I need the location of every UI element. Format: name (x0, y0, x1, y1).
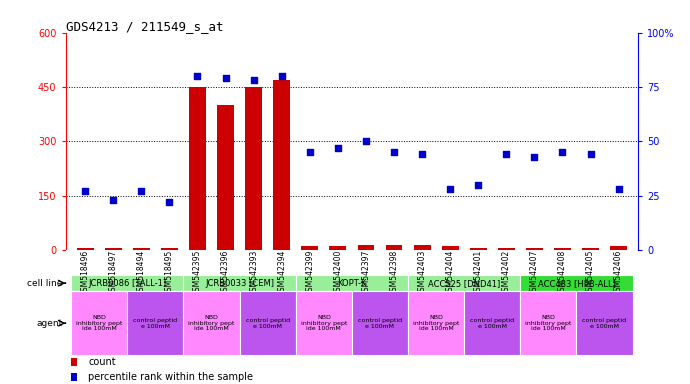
Bar (105, 248, 121, 250)
Bar (464, 291, 520, 356)
Bar (296, 275, 408, 291)
Text: ACC525 [DND41]: ACC525 [DND41] (428, 279, 500, 288)
Text: JCRB0086 [TALL-1]: JCRB0086 [TALL-1] (88, 279, 166, 288)
Bar (414, 245, 431, 250)
Bar (71, 358, 77, 366)
Bar (77, 248, 94, 250)
Point (613, 186, 624, 192)
Point (333, 145, 344, 151)
Bar (161, 248, 178, 250)
Point (136, 188, 147, 194)
Bar (352, 291, 408, 356)
Bar (71, 291, 128, 356)
Bar (357, 245, 375, 250)
Bar (520, 275, 633, 291)
Text: GSM518494: GSM518494 (137, 250, 146, 296)
Bar (386, 245, 402, 250)
Bar (576, 291, 633, 356)
Text: GSM542393: GSM542393 (249, 250, 258, 296)
Point (473, 182, 484, 188)
Bar (329, 247, 346, 250)
Text: percentile rank within the sample: percentile rank within the sample (88, 372, 253, 382)
Bar (273, 80, 290, 250)
Point (164, 199, 175, 205)
Point (501, 151, 512, 157)
Bar (470, 248, 486, 250)
Text: GSM518495: GSM518495 (165, 250, 174, 296)
Bar (133, 248, 150, 250)
Text: GSM542397: GSM542397 (362, 250, 371, 296)
Text: ACC483 [HPB-ALL]: ACC483 [HPB-ALL] (538, 279, 615, 288)
Bar (526, 248, 543, 250)
Point (585, 151, 596, 157)
Point (417, 151, 428, 157)
Bar (520, 291, 576, 356)
Point (220, 75, 231, 81)
Bar (296, 291, 352, 356)
Bar (71, 372, 77, 381)
Text: GSM542394: GSM542394 (277, 250, 286, 296)
Point (360, 138, 371, 144)
Text: control peptid
e 100mM: control peptid e 100mM (133, 318, 177, 329)
Text: cell line: cell line (28, 279, 63, 288)
Point (108, 197, 119, 203)
Bar (610, 247, 627, 250)
Text: GSM542406: GSM542406 (614, 250, 623, 296)
Text: GSM542399: GSM542399 (305, 250, 314, 296)
Bar (128, 291, 184, 356)
Point (192, 73, 203, 79)
Text: GSM542401: GSM542401 (474, 250, 483, 296)
Point (304, 149, 315, 155)
Text: JCRB0033 [CEM]: JCRB0033 [CEM] (205, 279, 274, 288)
Text: count: count (88, 357, 116, 367)
Text: GSM542405: GSM542405 (586, 250, 595, 296)
Text: NBD
inhibitory pept
ide 100mM: NBD inhibitory pept ide 100mM (525, 315, 571, 331)
Point (388, 149, 400, 155)
Text: control peptid
e 100mM: control peptid e 100mM (582, 318, 627, 329)
Bar (189, 87, 206, 250)
Bar (554, 248, 571, 250)
Bar (184, 291, 239, 356)
Text: GSM542403: GSM542403 (417, 250, 426, 296)
Text: control peptid
e 100mM: control peptid e 100mM (470, 318, 514, 329)
Bar (239, 291, 296, 356)
Text: GSM542398: GSM542398 (390, 250, 399, 296)
Text: GSM542407: GSM542407 (530, 250, 539, 296)
Text: GSM542400: GSM542400 (333, 250, 342, 296)
Point (444, 186, 455, 192)
Point (248, 78, 259, 84)
Bar (245, 87, 262, 250)
Bar (498, 248, 515, 250)
Text: GDS4213 / 211549_s_at: GDS4213 / 211549_s_at (66, 20, 223, 33)
Point (529, 154, 540, 160)
Text: NBD
inhibitory pept
ide 100mM: NBD inhibitory pept ide 100mM (413, 315, 460, 331)
Point (276, 73, 287, 79)
Bar (408, 275, 520, 291)
Bar (302, 247, 318, 250)
Text: KOPT-K: KOPT-K (337, 279, 366, 288)
Bar (217, 105, 234, 250)
Text: GSM542396: GSM542396 (221, 250, 230, 296)
Text: GSM518497: GSM518497 (109, 250, 118, 296)
Text: GSM542402: GSM542402 (502, 250, 511, 296)
Text: control peptid
e 100mM: control peptid e 100mM (358, 318, 402, 329)
Bar (184, 275, 296, 291)
Text: GSM542408: GSM542408 (558, 250, 567, 296)
Point (79, 188, 90, 194)
Point (557, 149, 568, 155)
Text: NBD
inhibitory pept
ide 100mM: NBD inhibitory pept ide 100mM (188, 315, 235, 331)
Bar (408, 291, 464, 356)
Text: agent: agent (37, 319, 63, 328)
Bar (442, 247, 459, 250)
Text: GSM542404: GSM542404 (446, 250, 455, 296)
Bar (71, 275, 184, 291)
Text: NBD
inhibitory pept
ide 100mM: NBD inhibitory pept ide 100mM (301, 315, 347, 331)
Bar (582, 248, 599, 250)
Text: GSM542395: GSM542395 (193, 250, 202, 296)
Text: GSM518496: GSM518496 (81, 250, 90, 296)
Text: control peptid
e 100mM: control peptid e 100mM (246, 318, 290, 329)
Text: NBD
inhibitory pept
ide 100mM: NBD inhibitory pept ide 100mM (76, 315, 122, 331)
